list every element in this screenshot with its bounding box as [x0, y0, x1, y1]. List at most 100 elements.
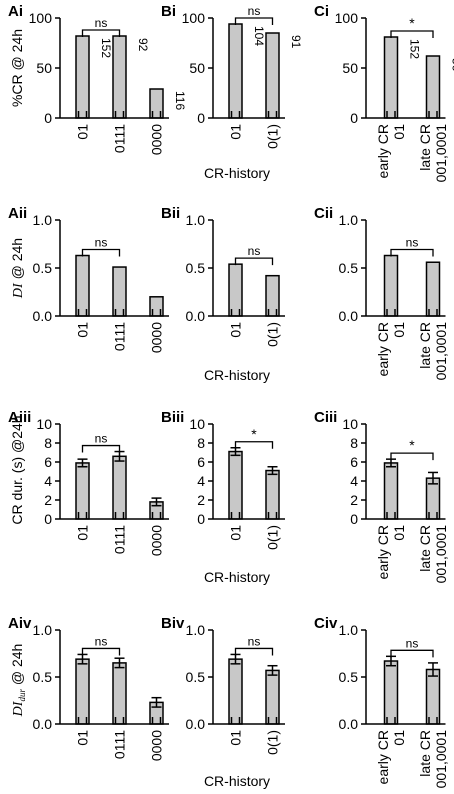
x-tick-label: 001,0001	[433, 730, 449, 789]
panel-bii: Bii 0.0 0.5 1.0 01 0(1) ns	[161, 205, 285, 347]
significance-bracket	[390, 452, 434, 461]
significance-bracket	[234, 257, 274, 266]
significance-label: *	[409, 15, 415, 31]
y-tick-label: 2	[44, 492, 52, 508]
y-tick-label: 1.0	[33, 622, 53, 638]
y-tick-label: 1.0	[33, 212, 53, 228]
bar	[112, 455, 127, 520]
x-tick-label: late CR	[417, 525, 433, 572]
ylabel-row-1: %CR @ 24h	[9, 29, 25, 107]
y-tick-label: 2	[197, 492, 205, 508]
panel-label-ai: Ai	[8, 3, 23, 20]
y-tick-label: 4	[197, 473, 205, 489]
y-tick-label: 1.0	[339, 212, 359, 228]
x-tick-label: 0000	[149, 730, 165, 761]
y-tick-label: 0	[350, 511, 358, 527]
panel-aii: Aii 0.0 0.5 1.0 01 0111 0000 ns	[8, 205, 169, 353]
x-tick-label: 0111	[112, 322, 128, 351]
y-tick-label: 100	[335, 10, 359, 26]
x-tick-label: 01	[228, 322, 244, 338]
y-tick-label: 0.5	[339, 669, 359, 685]
panel-bi: Bi 0 50 100 104 01 91 0(1) ns	[161, 3, 303, 149]
significance-bracket	[81, 444, 121, 453]
significance-bracket	[81, 29, 121, 37]
significance-label: ns	[95, 16, 108, 30]
shared-xlabel-row-4: CR-history	[204, 773, 270, 789]
significance-label: ns	[95, 634, 108, 648]
y-tick-label: 0.5	[186, 260, 206, 276]
y-tick-label: 0.5	[33, 260, 53, 276]
panel-label-biv: Biv	[161, 615, 185, 632]
x-tick-label: 01	[391, 525, 407, 541]
significance-label: ns	[248, 634, 261, 648]
y-tick-label: 1.0	[186, 212, 206, 228]
significance-bracket	[390, 649, 434, 658]
x-tick-label: early CR	[375, 525, 391, 579]
bar	[112, 662, 127, 725]
x-tick-label: late CR	[417, 124, 433, 171]
x-tick-label: late CR	[417, 730, 433, 777]
y-tick-label: 0	[44, 110, 52, 126]
panel-label-biii: Biii	[161, 409, 184, 426]
y-tick-label: 0	[44, 511, 52, 527]
panel-cii: Cii 0.0 0.5 1.0 early CR 01 late CR 001,0001 ns	[314, 205, 449, 380]
ylabel-row-4-subscript: dur	[17, 689, 27, 702]
ylabel-row-3: CR dur. (s) @24h	[9, 415, 25, 524]
x-tick-label: 0(1)	[265, 525, 281, 550]
x-tick-label: 001,0001	[433, 322, 449, 381]
x-tick-label: 0(1)	[265, 730, 281, 755]
bar	[425, 261, 441, 317]
y-tick-label: 10	[36, 416, 52, 432]
bar	[75, 658, 90, 725]
y-tick-label: 1.0	[186, 622, 206, 638]
x-tick-label: 01	[391, 730, 407, 746]
significance-label: *	[251, 426, 257, 442]
panel-label-cii: Cii	[314, 205, 333, 222]
panel-label-bii: Bii	[161, 205, 180, 222]
n-label: 116	[173, 91, 187, 110]
y-tick-label: 50	[342, 60, 358, 76]
panel-ci: Ci 0 50 100 152 early CR 01 56 late CR 001,0001 *	[314, 3, 454, 182]
y-tick-label: 0	[350, 110, 358, 126]
bar	[425, 55, 441, 119]
bar	[75, 35, 90, 119]
bar	[228, 658, 243, 725]
y-tick-label: 10	[189, 416, 205, 432]
shared-xlabel-row-2: CR-history	[204, 367, 270, 383]
bar	[383, 36, 399, 119]
n-label: 104	[252, 26, 266, 46]
y-tick-label: 50	[36, 60, 52, 76]
bar	[383, 660, 399, 725]
y-tick-label: 4	[350, 473, 358, 489]
x-tick-label: 01	[391, 322, 407, 338]
x-tick-label: 01	[75, 525, 91, 541]
significance-label: ns	[406, 636, 419, 650]
x-tick-label: 0000	[149, 124, 165, 155]
significance-label: ns	[95, 432, 108, 446]
ylabel-row-4-rest: @ 24h	[9, 644, 25, 689]
significance-label: *	[409, 437, 415, 453]
panel-label-civ: Civ	[314, 615, 338, 632]
x-tick-label: 0(1)	[265, 124, 281, 149]
y-tick-label: 0.0	[339, 716, 359, 732]
x-tick-label: 0000	[149, 322, 165, 353]
significance-label: ns	[248, 244, 261, 258]
x-tick-label: early CR	[375, 730, 391, 784]
ylabel-row-2-symbol: DI	[11, 282, 26, 299]
bar	[383, 462, 399, 520]
bar	[383, 254, 399, 317]
panel-label-aiv: Aiv	[8, 615, 32, 632]
x-tick-label: 01	[391, 124, 407, 140]
y-tick-label: 4	[44, 473, 52, 489]
x-tick-label: 01	[75, 730, 91, 746]
y-tick-label: 0.0	[33, 716, 53, 732]
x-tick-label: early CR	[375, 322, 391, 376]
x-tick-label: 01	[228, 124, 244, 140]
significance-bracket	[234, 17, 274, 25]
y-tick-label: 0.5	[186, 669, 206, 685]
x-tick-label: 01	[228, 525, 244, 541]
bar	[75, 462, 90, 520]
ylabel-row-4: DIdur @ 24h	[9, 644, 27, 718]
panels-group: Ai050100152019201111160000nsBi0501001040…	[8, 3, 454, 788]
